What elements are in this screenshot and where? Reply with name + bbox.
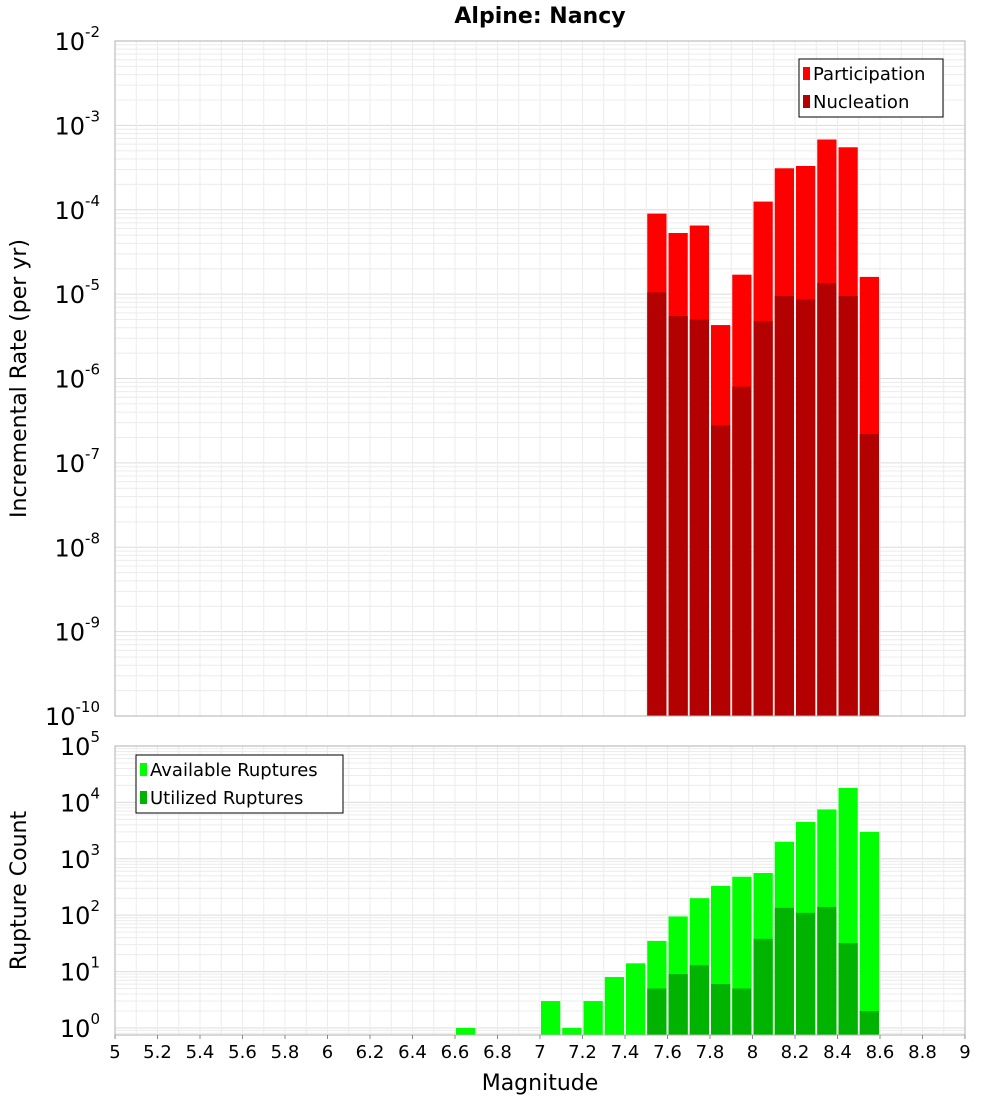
x-tick-label: 6 (322, 1042, 333, 1063)
x-tick-label: 8.4 (823, 1042, 852, 1063)
x-tick-label: 7.4 (611, 1042, 640, 1063)
y-tick-label: 10-5 (54, 276, 100, 309)
bar-utilized-ruptures (859, 1010, 879, 1035)
legend-label: Available Ruptures (150, 760, 318, 781)
legend-swatch (140, 791, 147, 804)
x-tick-label: 7.8 (696, 1042, 725, 1063)
x-tick-label: 8.2 (781, 1042, 810, 1063)
y-tick-label: 103 (60, 841, 100, 874)
y-tick-labels: 10-10 10-9 10-8 10-7 10-6 10-5 10-4 10-3 10-2 (45, 23, 100, 731)
bar-nucleation (689, 319, 709, 716)
bar-nucleation (668, 316, 688, 716)
bar-available-ruptures (541, 1001, 561, 1035)
legend-box (135, 754, 344, 814)
x-tick-label: 9 (959, 1042, 970, 1063)
y-tick-label: 10-3 (54, 107, 100, 140)
x-tick-label: 7.6 (653, 1042, 682, 1063)
x-axis-label: Magnitude (482, 1071, 599, 1096)
y-tick-label: 102 (60, 897, 100, 930)
x-tick-label: 5 (109, 1042, 120, 1063)
y-tick-label: 10-10 (45, 698, 100, 731)
bar-nucleation (732, 386, 752, 716)
y-tick-label: 10-2 (54, 23, 100, 56)
grid (114, 40, 966, 717)
bar-utilized-ruptures (753, 938, 773, 1035)
bar-utilized-ruptures (796, 912, 816, 1035)
bar-nucleation (753, 321, 773, 716)
x-tick-labels: 5 5.2 5.4 5.6 5.8 6 6.2 6.4 6.6 6.8 7 7.2 7.4 7.6 7.8 8… (109, 1035, 971, 1063)
legend-swatch (803, 95, 810, 108)
series-utilized-ruptures (647, 906, 879, 1035)
x-tick-label: 5.2 (143, 1042, 172, 1063)
legend-label: Nucleation (813, 92, 909, 113)
bar-nucleation (859, 433, 879, 716)
x-tick-label: 6.2 (356, 1042, 385, 1063)
bar-available-ruptures (583, 1001, 603, 1035)
bar-utilized-ruptures (647, 988, 667, 1035)
x-tick-label: 5.4 (186, 1042, 215, 1063)
x-tick-label: 5.6 (228, 1042, 257, 1063)
x-tick-label: 8.8 (908, 1042, 937, 1063)
bar-available-ruptures (604, 977, 624, 1035)
bar-available-ruptures (456, 1027, 476, 1035)
bar-utilized-ruptures (838, 943, 858, 1035)
y-tick-label: 100 (60, 1010, 100, 1043)
x-tick-label: 6.4 (398, 1042, 427, 1063)
y-tick-label: 105 (60, 728, 100, 761)
legend-swatch (140, 763, 147, 776)
y-tick-label: 104 (60, 784, 100, 817)
bar-utilized-ruptures (774, 907, 794, 1035)
bar-utilized-ruptures (668, 974, 688, 1035)
y-axis-label: Rupture Count (7, 811, 32, 971)
bar-available-ruptures (562, 1027, 582, 1035)
bar-nucleation (647, 292, 667, 716)
panel-1: 10-10 10-9 10-8 10-7 10-6 10-5 10-4 10-3 10-2 Alp… (7, 4, 966, 731)
x-tick-label: 8 (747, 1042, 758, 1063)
bar-available-ruptures (859, 831, 879, 1035)
y-tick-label: 10-4 (54, 192, 100, 225)
y-axis-label: Incremental Rate (per yr) (7, 239, 32, 518)
bar-nucleation (817, 283, 837, 716)
bar-nucleation (711, 425, 731, 716)
legend: Available Ruptures Utilized Ruptures (135, 754, 344, 814)
panel-2: 100 101 102 103 104 105 5 5.2 5.4 5.6 5.8 6 6.2 6.4 6.… (7, 728, 971, 1096)
x-tick-label: 6.8 (483, 1042, 512, 1063)
x-tick-label: 5.8 (271, 1042, 300, 1063)
y-tick-label: 10-8 (54, 529, 100, 562)
legend: Participation Nucleation (798, 58, 944, 118)
y-tick-label: 10-6 (54, 361, 100, 394)
bar-utilized-ruptures (817, 906, 837, 1035)
legend-label: Participation (813, 64, 925, 85)
legend-swatch (803, 67, 810, 80)
y-tick-label: 10-9 (54, 614, 100, 647)
x-tick-label: 7.2 (568, 1042, 597, 1063)
legend-label: Utilized Ruptures (150, 788, 303, 809)
bar-utilized-ruptures (732, 988, 752, 1035)
y-tick-label: 10-7 (54, 445, 100, 478)
y-tick-labels: 100 101 102 103 104 105 (60, 728, 100, 1043)
bar-nucleation (796, 299, 816, 716)
plot-frame (114, 40, 966, 717)
bar-nucleation (838, 296, 858, 716)
x-tick-label: 6.6 (441, 1042, 470, 1063)
bar-utilized-ruptures (689, 965, 709, 1035)
x-tick-label: 7 (534, 1042, 545, 1063)
bar-nucleation (774, 296, 794, 716)
y-tick-label: 101 (60, 954, 100, 987)
x-tick-label: 8.6 (866, 1042, 895, 1063)
legend-box (798, 58, 944, 118)
series-nucleation (647, 283, 879, 716)
bar-utilized-ruptures (711, 984, 731, 1035)
chart-title: Alpine: Nancy (454, 4, 625, 29)
bar-available-ruptures (626, 963, 646, 1035)
